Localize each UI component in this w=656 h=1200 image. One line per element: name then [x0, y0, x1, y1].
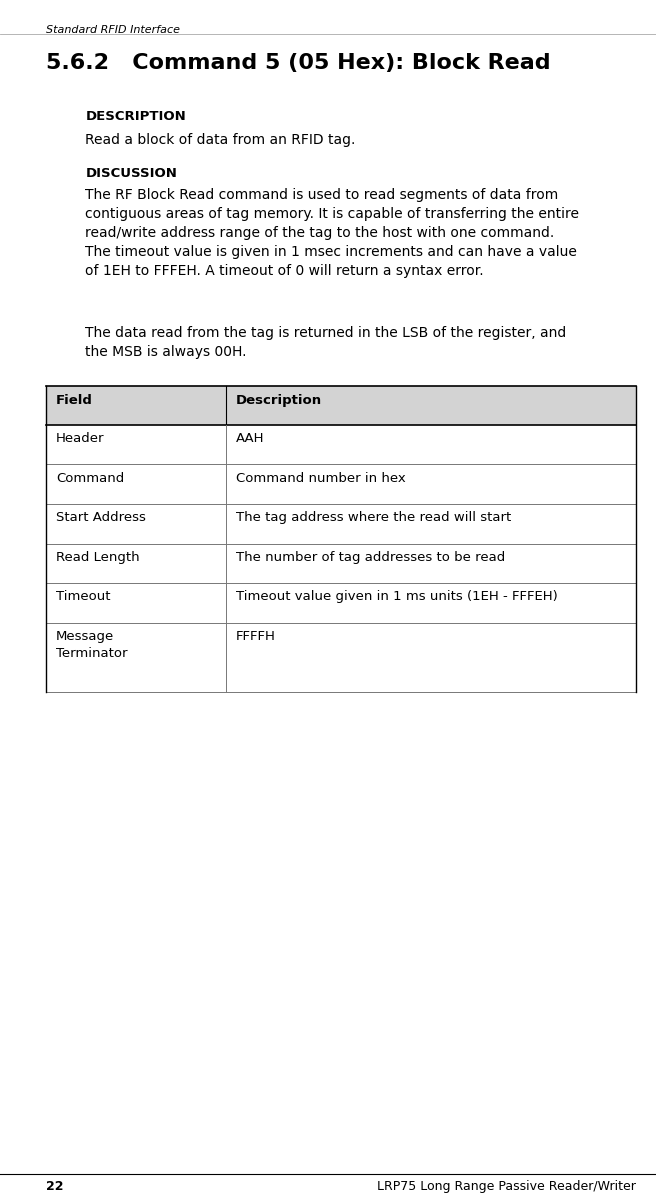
- Text: DISCUSSION: DISCUSSION: [85, 167, 177, 180]
- Text: Message
Terminator: Message Terminator: [56, 630, 127, 660]
- Text: The number of tag addresses to be read: The number of tag addresses to be read: [236, 551, 505, 564]
- Text: Description: Description: [236, 394, 322, 407]
- Text: Read a block of data from an RFID tag.: Read a block of data from an RFID tag.: [85, 133, 356, 148]
- Text: AAH: AAH: [236, 432, 264, 445]
- Text: Start Address: Start Address: [56, 511, 146, 524]
- Text: Read Length: Read Length: [56, 551, 139, 564]
- Text: The data read from the tag is returned in the LSB of the register, and
the MSB i: The data read from the tag is returned i…: [85, 326, 567, 359]
- Text: DESCRIPTION: DESCRIPTION: [85, 110, 186, 124]
- Text: Standard RFID Interface: Standard RFID Interface: [46, 25, 180, 35]
- Text: The RF Block Read command is used to read segments of data from
contiguous areas: The RF Block Read command is used to rea…: [85, 188, 579, 278]
- Text: 5.6.2   Command 5 (05 Hex): Block Read: 5.6.2 Command 5 (05 Hex): Block Read: [46, 53, 550, 73]
- Text: Header: Header: [56, 432, 104, 445]
- Text: Command: Command: [56, 472, 124, 485]
- Text: Field: Field: [56, 394, 92, 407]
- Bar: [46, 386, 636, 425]
- Text: The tag address where the read will start: The tag address where the read will star…: [236, 511, 512, 524]
- Text: Command number in hex: Command number in hex: [236, 472, 406, 485]
- Text: 22: 22: [46, 1180, 64, 1193]
- Text: FFFFH: FFFFH: [236, 630, 276, 643]
- Text: LRP75 Long Range Passive Reader/Writer: LRP75 Long Range Passive Reader/Writer: [377, 1180, 636, 1193]
- Text: Timeout value given in 1 ms units (1EH - FFFEH): Timeout value given in 1 ms units (1EH -…: [236, 590, 558, 604]
- Text: Timeout: Timeout: [56, 590, 110, 604]
